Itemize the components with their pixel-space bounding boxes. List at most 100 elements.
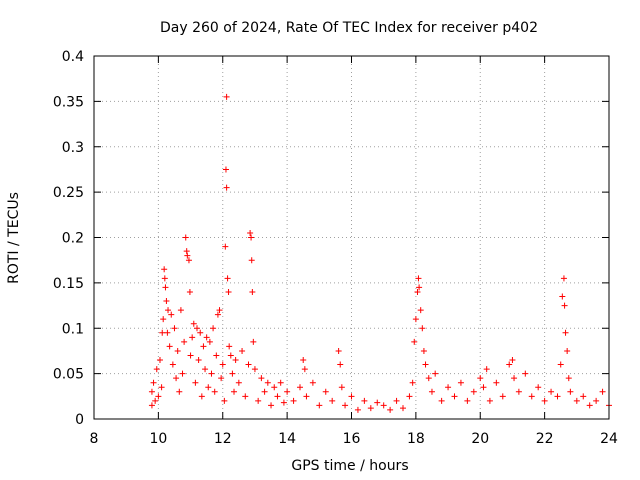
- data-point: [255, 397, 262, 404]
- data-point: [480, 384, 487, 391]
- data-point: [511, 375, 518, 382]
- data-point: [528, 393, 535, 400]
- data-point: [194, 325, 200, 332]
- data-point: [506, 361, 513, 368]
- data-point: [223, 93, 230, 100]
- data-point: [155, 393, 162, 400]
- x-tick-label: 14: [278, 431, 296, 447]
- data-point: [186, 288, 193, 295]
- data-point: [187, 352, 194, 359]
- data-point: [535, 384, 542, 391]
- x-tick-label: 24: [600, 431, 618, 447]
- data-point: [309, 379, 316, 386]
- data-point: [205, 384, 212, 391]
- data-point: [185, 257, 192, 264]
- data-point: [301, 366, 308, 373]
- data-points: [148, 93, 612, 413]
- y-tick-label: 0: [75, 412, 84, 428]
- data-point: [248, 257, 255, 264]
- data-point: [284, 388, 291, 395]
- data-point: [189, 334, 196, 341]
- data-point: [158, 384, 165, 391]
- data-point: [573, 397, 580, 404]
- data-point: [247, 229, 254, 236]
- data-point: [169, 361, 176, 368]
- data-point: [560, 275, 567, 282]
- y-tick-label: 0.35: [53, 94, 84, 110]
- data-point: [483, 366, 490, 373]
- data-point: [380, 402, 387, 409]
- data-point: [415, 275, 422, 282]
- x-tick-label: 18: [407, 431, 425, 447]
- y-axis-label: ROTI / TECUs: [6, 192, 22, 284]
- data-point: [218, 375, 225, 382]
- data-point: [148, 388, 155, 395]
- data-point: [451, 393, 458, 400]
- data-point: [162, 284, 169, 291]
- y-tick-label: 0.25: [53, 185, 84, 201]
- x-tick-label: 20: [471, 431, 489, 447]
- data-point: [387, 406, 394, 413]
- data-point: [290, 397, 297, 404]
- data-point: [249, 288, 256, 295]
- data-point: [393, 397, 400, 404]
- data-point: [335, 347, 342, 354]
- data-point: [300, 357, 307, 364]
- data-point: [156, 357, 163, 364]
- data-point: [548, 388, 555, 395]
- data-point: [419, 325, 426, 332]
- data-point: [171, 325, 178, 332]
- data-point: [222, 166, 229, 173]
- axes: 8 10 12 14 16 18 20 22 24 0 0.05 0.1 0.15 0.2 0.25 0.3 0…: [53, 49, 618, 447]
- data-point: [470, 388, 477, 395]
- data-point: [411, 338, 418, 345]
- data-point: [565, 375, 572, 382]
- data-point: [227, 352, 234, 359]
- data-point: [409, 379, 416, 386]
- x-tick-label: 16: [343, 431, 361, 447]
- data-point: [274, 393, 281, 400]
- data-point: [164, 329, 171, 336]
- data-point: [221, 397, 228, 404]
- data-point: [445, 384, 452, 391]
- data-point: [182, 234, 189, 241]
- data-point: [183, 248, 190, 255]
- data-point: [198, 393, 205, 400]
- data-point: [562, 329, 569, 336]
- data-point: [477, 375, 484, 382]
- data-point: [166, 343, 173, 350]
- y-tick-label: 0.1: [62, 321, 84, 337]
- data-point: [245, 361, 252, 368]
- data-point: [190, 320, 197, 327]
- data-point: [264, 379, 271, 386]
- data-point: [161, 266, 168, 273]
- data-point: [329, 397, 336, 404]
- data-point: [406, 393, 413, 400]
- data-point: [414, 288, 421, 295]
- data-point: [179, 370, 186, 377]
- data-point: [195, 357, 202, 364]
- y-tick-label: 0.4: [62, 49, 84, 65]
- data-point: [161, 275, 168, 282]
- data-point: [160, 316, 167, 323]
- data-point: [428, 388, 435, 395]
- data-point: [557, 361, 564, 368]
- data-point: [213, 352, 220, 359]
- data-point: [515, 388, 522, 395]
- data-point: [554, 393, 561, 400]
- data-point: [541, 397, 548, 404]
- data-point: [211, 388, 218, 395]
- data-point: [303, 393, 310, 400]
- y-tick-label: 0.2: [62, 231, 84, 247]
- data-point: [251, 366, 258, 373]
- data-point: [420, 347, 427, 354]
- y-tick-label: 0.05: [53, 367, 84, 383]
- data-point: [271, 384, 278, 391]
- data-point: [225, 288, 232, 295]
- x-tick-label: 10: [149, 431, 167, 447]
- data-point: [261, 388, 268, 395]
- data-point: [208, 370, 215, 377]
- data-point: [176, 388, 183, 395]
- data-point: [599, 388, 606, 395]
